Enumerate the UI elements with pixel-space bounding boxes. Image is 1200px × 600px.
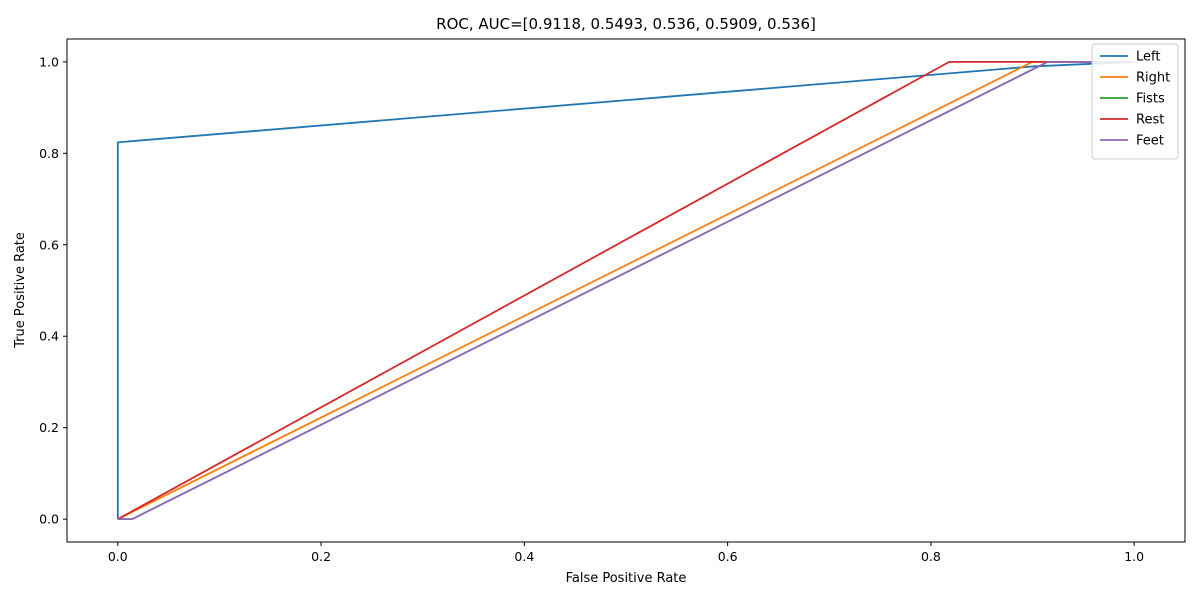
chart-title: ROC, AUC=[0.9118, 0.5493, 0.536, 0.5909,… xyxy=(436,15,816,33)
legend-label-rest: Rest xyxy=(1136,113,1164,128)
legend-box xyxy=(1091,43,1179,160)
plot-frame xyxy=(66,38,1186,543)
y-tick-label: 0.2 xyxy=(39,420,59,435)
plot-area xyxy=(67,39,1185,542)
legend-label-left: Left xyxy=(1136,50,1160,65)
legend-label-right: Right xyxy=(1136,71,1170,86)
x-tick-label: 0.6 xyxy=(718,549,738,564)
legend-label-fists: Fists xyxy=(1136,92,1165,107)
x-tick-label: 0.4 xyxy=(514,549,534,564)
x-tick-label: 1.0 xyxy=(1124,549,1144,564)
y-tick-label: 0.4 xyxy=(39,329,59,344)
series-line-left xyxy=(116,60,1135,520)
series-line-feet xyxy=(117,60,1135,521)
y-tick-label: 0.0 xyxy=(39,512,59,527)
y-tick-label: 1.0 xyxy=(39,54,59,69)
y-tick-label: 0.6 xyxy=(39,237,59,252)
x-axis-ticks: 0.0 0.2 0.4 0.6 0.8 1.0 xyxy=(108,542,1144,564)
x-tick-label: 0.8 xyxy=(921,549,941,564)
x-axis-label: False Positive Rate xyxy=(566,571,687,586)
y-axis-label: True Positive Rate xyxy=(13,232,28,349)
y-tick-label: 0.8 xyxy=(39,146,59,161)
legend-label-feet: Feet xyxy=(1136,134,1164,149)
legend: Left Right Fists Rest Feet xyxy=(1091,43,1179,160)
y-axis-ticks: 0.0 0.2 0.4 0.6 0.8 1.0 xyxy=(39,54,67,527)
x-tick-label: 0.0 xyxy=(108,549,128,564)
x-tick-label: 0.2 xyxy=(311,549,331,564)
